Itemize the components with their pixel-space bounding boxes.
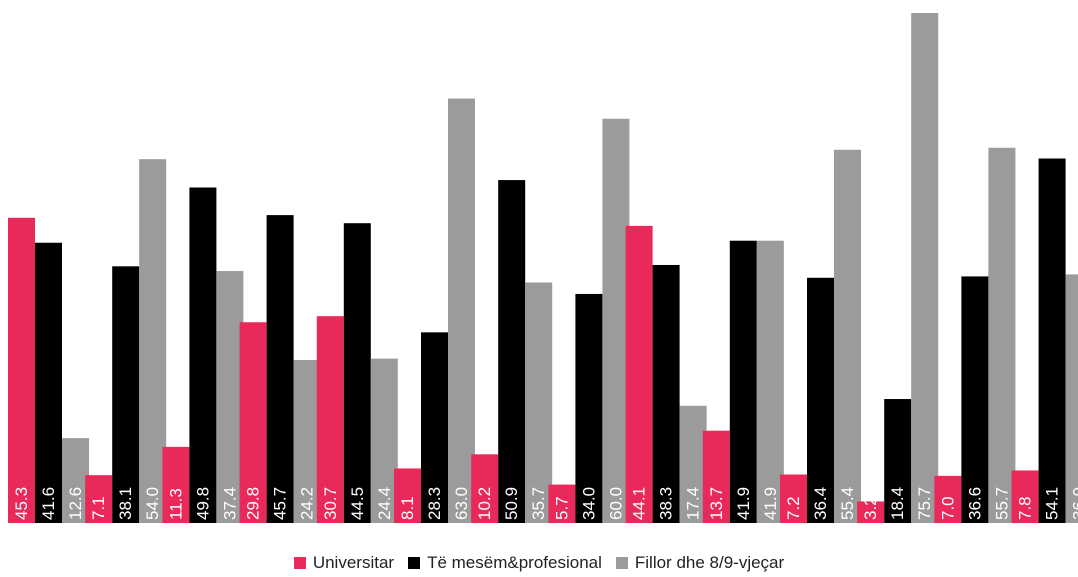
bar-universitar-5 — [316, 316, 344, 523]
data-label-universitar-10: 13.7 — [707, 487, 726, 520]
data-label-fillor-dhe-8-9-vje-ar-3: 37.4 — [220, 487, 239, 520]
bar-t-mes-m-profesional-12 — [884, 399, 912, 523]
bar-fillor-dhe-8-9-vje-ar-9 — [679, 405, 707, 523]
bar-t-mes-m-profesional-1 — [35, 242, 62, 524]
data-label-fillor-dhe-8-9-vje-ar-7: 35.7 — [529, 487, 548, 520]
data-label-universitar-3: 11.3 — [166, 488, 185, 520]
data-label-t-mes-m-profesional-3: 49.8 — [193, 487, 212, 520]
data-label-fillor-dhe-8-9-vje-ar-13: 55.7 — [992, 487, 1011, 520]
bar-fillor-dhe-8-9-vje-ar-8 — [602, 118, 630, 523]
bar-fillor-dhe-8-9-vje-ar-5 — [370, 358, 398, 523]
data-label-universitar-11: 7.2 — [784, 496, 803, 520]
bar-chart: 45.3 41.6 12.6 7.1 38.1 54.0 11.3 49.8 37.4 29.8 4… — [8, 13, 1078, 524]
data-label-universitar-7: 10.2 — [475, 487, 494, 520]
data-label-fillor-dhe-8-9-vje-ar-12: 75.7 — [915, 487, 934, 520]
bar-fillor-dhe-8-9-vje-ar-12 — [911, 13, 939, 523]
bar-t-mes-m-profesional-3 — [189, 187, 217, 524]
legend-swatch-te-mesem-profesional — [408, 557, 421, 569]
bar-universitar-8 — [548, 484, 576, 523]
bar-universitar-2 — [85, 475, 113, 523]
bar-fillor-dhe-8-9-vje-ar-13 — [988, 147, 1016, 523]
bar-universitar-14 — [1011, 470, 1039, 523]
legend-swatch-fillor — [615, 557, 628, 569]
legend-item-fillor: Fillor dhe 8/9-vjeçar — [615, 553, 785, 573]
data-label-universitar-12: 3.2 — [861, 496, 880, 520]
data-label-universitar-2: 7.1 — [89, 496, 108, 520]
bar-t-mes-m-profesional-6 — [421, 332, 448, 523]
bar-universitar-4 — [239, 322, 267, 523]
legend-item-universitar: Universitar — [293, 553, 395, 573]
data-label-fillor-dhe-8-9-vje-ar-8: 60.0 — [606, 487, 625, 520]
data-label-t-mes-m-profesional-5: 44.5 — [348, 487, 367, 520]
data-label-t-mes-m-profesional-9: 38.3 — [657, 487, 676, 520]
data-label-universitar-5: 30.7 — [321, 487, 340, 520]
data-label-universitar-4: 29.8 — [244, 487, 263, 520]
bar-fillor-dhe-8-9-vje-ar-6 — [448, 98, 475, 523]
bar-fillor-dhe-8-9-vje-ar-11 — [834, 149, 861, 523]
data-label-t-mes-m-profesional-4: 45.7 — [271, 487, 290, 520]
data-label-t-mes-m-profesional-14: 54.1 — [1043, 487, 1062, 520]
bar-universitar-10 — [702, 430, 730, 523]
data-label-t-mes-m-profesional-1: 41.6 — [39, 487, 58, 520]
bar-fillor-dhe-8-9-vje-ar-3 — [216, 271, 244, 523]
data-label-universitar-13: 7.0 — [938, 496, 957, 520]
bar-universitar-1 — [8, 217, 35, 523]
bar-fillor-dhe-8-9-vje-ar-4 — [293, 359, 321, 523]
data-label-fillor-dhe-8-9-vje-ar-9: 17.4 — [684, 487, 703, 520]
data-label-universitar-1: 45.3 — [12, 487, 31, 520]
data-label-fillor-dhe-8-9-vje-ar-10: 41.9 — [761, 487, 780, 520]
bar-t-mes-m-profesional-11 — [807, 277, 834, 523]
data-label-universitar-6: 8.1 — [398, 496, 417, 520]
bar-t-mes-m-profesional-2 — [112, 266, 140, 523]
data-label-fillor-dhe-8-9-vje-ar-1: 12.6 — [66, 487, 85, 520]
legend-label-universitar: Universitar — [312, 553, 395, 572]
bar-t-mes-m-profesional-5 — [343, 223, 371, 523]
legend-label-fillor: Fillor dhe 8/9-vjeçar — [634, 553, 785, 572]
data-label-universitar-8: 5.7 — [552, 496, 571, 520]
data-label-t-mes-m-profesional-11: 36.4 — [811, 487, 830, 520]
data-label-universitar-9: 44.1 — [630, 487, 649, 520]
data-label-t-mes-m-profesional-2: 38.1 — [116, 487, 135, 520]
data-label-t-mes-m-profesional-13: 36.6 — [965, 487, 984, 520]
bar-universitar-11 — [780, 474, 807, 523]
bar-fillor-dhe-8-9-vje-ar-14 — [1065, 274, 1078, 523]
legend-label-te-mesem-profesional: Të mesëm&profesional — [427, 553, 602, 572]
data-label-fillor-dhe-8-9-vje-ar-4: 24.2 — [298, 487, 317, 520]
bar-universitar-9 — [625, 225, 653, 523]
bar-fillor-dhe-8-9-vje-ar-7 — [525, 282, 553, 523]
bar-universitar-6 — [394, 468, 421, 523]
data-label-fillor-dhe-8-9-vje-ar-2: 54.0 — [143, 487, 162, 520]
bar-universitar-7 — [471, 454, 499, 523]
data-label-t-mes-m-profesional-12: 18.4 — [888, 487, 907, 520]
bar-t-mes-m-profesional-8 — [575, 293, 603, 523]
legend-swatch-universitar — [293, 557, 306, 569]
legend-item-te-mesem-profesional: Të mesëm&profesional — [408, 553, 602, 573]
bar-t-mes-m-profesional-13 — [961, 276, 989, 523]
data-label-t-mes-m-profesional-8: 34.0 — [579, 487, 598, 520]
data-label-universitar-14: 7.8 — [1016, 496, 1035, 520]
data-label-fillor-dhe-8-9-vje-ar-14: 36.9 — [1070, 487, 1078, 520]
bar-fillor-dhe-8-9-vje-ar-10 — [756, 240, 784, 523]
bar-universitar-13 — [934, 475, 962, 523]
bar-t-mes-m-profesional-9 — [652, 264, 680, 523]
legend: Universitar Të mesëm&profesional Fillor … — [0, 553, 1078, 573]
bar-t-mes-m-profesional-4 — [266, 215, 294, 524]
data-label-t-mes-m-profesional-7: 50.9 — [502, 487, 521, 520]
bar-t-mes-m-profesional-14 — [1038, 158, 1066, 523]
data-label-t-mes-m-profesional-10: 41.9 — [734, 487, 753, 520]
bar-t-mes-m-profesional-7 — [498, 180, 526, 524]
data-label-fillor-dhe-8-9-vje-ar-5: 24.4 — [375, 487, 394, 520]
data-label-fillor-dhe-8-9-vje-ar-6: 63.0 — [452, 487, 471, 520]
bar-fillor-dhe-8-9-vje-ar-2 — [139, 159, 167, 524]
data-label-t-mes-m-profesional-6: 28.3 — [425, 487, 444, 520]
bar-universitar-12 — [857, 501, 885, 523]
bar-fillor-dhe-8-9-vje-ar-1 — [62, 438, 89, 523]
data-label-fillor-dhe-8-9-vje-ar-11: 55.4 — [838, 487, 857, 520]
bar-t-mes-m-profesional-10 — [729, 240, 757, 523]
bar-universitar-3 — [162, 446, 190, 523]
